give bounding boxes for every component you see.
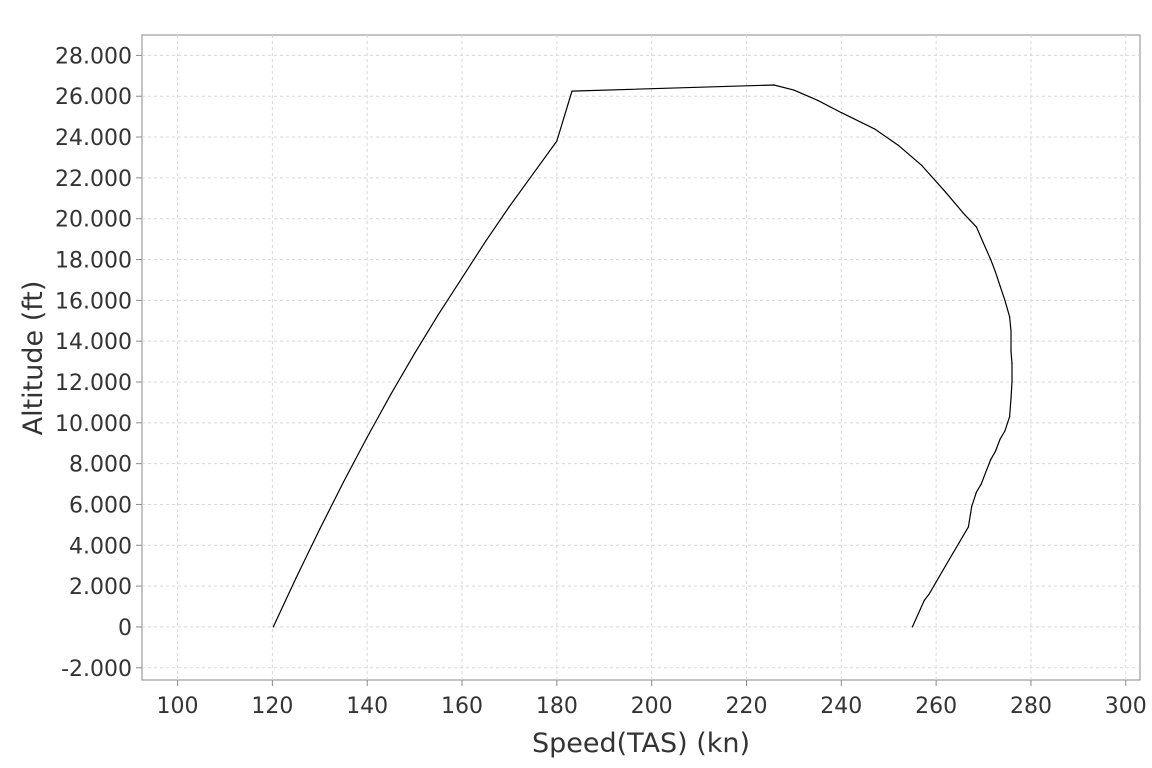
data-point (1010, 397, 1012, 399)
data-point (999, 438, 1001, 440)
y-tick-label: 18.000 (55, 249, 132, 274)
x-tick-label: 180 (536, 694, 578, 719)
plot-area (141, 34, 1141, 681)
y-tick-label: 22.000 (55, 167, 132, 192)
data-point (897, 144, 899, 146)
data-point (975, 226, 978, 228)
y-tick-label: 12.000 (55, 371, 132, 396)
data-point (390, 393, 392, 395)
y-tick-label: 6.000 (69, 493, 132, 518)
data-point (556, 140, 558, 142)
y-tick-label: 0 (118, 616, 132, 641)
data-point (1004, 430, 1006, 432)
data-point (923, 599, 925, 602)
x-tick-label: 160 (441, 694, 483, 719)
data-point (1010, 350, 1012, 352)
data-point (975, 491, 978, 493)
data-point (985, 471, 987, 473)
x-axis-title: Speed(TAS) (kn) (532, 728, 750, 759)
data-point (366, 436, 368, 438)
y-tick-label: 14.000 (55, 330, 132, 355)
data-point (994, 450, 997, 452)
series-layer (272, 84, 1013, 628)
data-point (508, 205, 510, 208)
data-point (342, 481, 345, 483)
x-tick-label: 220 (725, 694, 767, 719)
x-tick-label: 100 (157, 694, 199, 719)
data-point (964, 214, 966, 216)
data-point (1004, 299, 1006, 301)
y-tick-label: 24.000 (55, 126, 132, 151)
data-point (945, 191, 947, 193)
data-point (990, 258, 992, 261)
data-point (437, 314, 439, 316)
data-point (571, 90, 573, 92)
y-tick-label: 16.000 (55, 289, 132, 314)
data-point (967, 526, 970, 528)
data-point (994, 271, 997, 273)
data-point (1010, 330, 1012, 332)
x-tick-label: 120 (251, 694, 293, 719)
data-point (485, 240, 487, 242)
data-point (873, 128, 876, 130)
data-point (921, 165, 923, 167)
data-point (817, 99, 819, 101)
y-tick-label: 4.000 (69, 534, 132, 559)
y-tick-label: 26.000 (55, 85, 132, 110)
data-point (1011, 363, 1013, 365)
x-tick-label: 260 (915, 694, 957, 719)
y-tick-label: 10.000 (55, 412, 132, 437)
data-point (295, 577, 297, 579)
data-point (999, 285, 1001, 287)
data-point (461, 277, 463, 279)
y-tick-label: 28.000 (55, 44, 132, 69)
data-point (1009, 316, 1011, 318)
data-point (1009, 416, 1011, 418)
y-tick-label: 2.000 (69, 575, 132, 600)
x-tick-label: 140 (346, 694, 388, 719)
y-axis-ticks: -2.000 0 2.000 4.000 6.000 8.000 10.000 12.000 1… (55, 44, 142, 682)
x-tick-label: 300 (1105, 694, 1147, 719)
y-tick-label: -2.000 (61, 657, 132, 682)
data-point (971, 505, 973, 508)
data-point (840, 112, 842, 114)
y-axis-title: Altitude (ft) (18, 281, 49, 436)
data-point (272, 626, 274, 628)
data-point (982, 242, 985, 244)
y-tick-label: 20.000 (55, 208, 132, 233)
data-point (319, 528, 321, 530)
data-point (414, 352, 416, 354)
data-point (532, 173, 534, 175)
data-point (945, 565, 947, 567)
data-point (1011, 381, 1013, 383)
x-axis-ticks: 100 120 140 160 180 200 220 240 260 280 300 (157, 680, 1147, 719)
data-point (980, 483, 982, 485)
data-point (990, 459, 992, 461)
data-point (773, 84, 775, 86)
x-tick-label: 200 (631, 694, 673, 719)
y-gridlines (142, 54, 1140, 669)
y-tick-label: 8.000 (69, 453, 132, 478)
x-tick-label: 280 (1010, 694, 1052, 719)
series-0 (272, 84, 1013, 628)
data-point (928, 593, 930, 595)
data-point (911, 626, 914, 628)
x-tick-label: 240 (820, 694, 862, 719)
data-point (793, 89, 795, 91)
